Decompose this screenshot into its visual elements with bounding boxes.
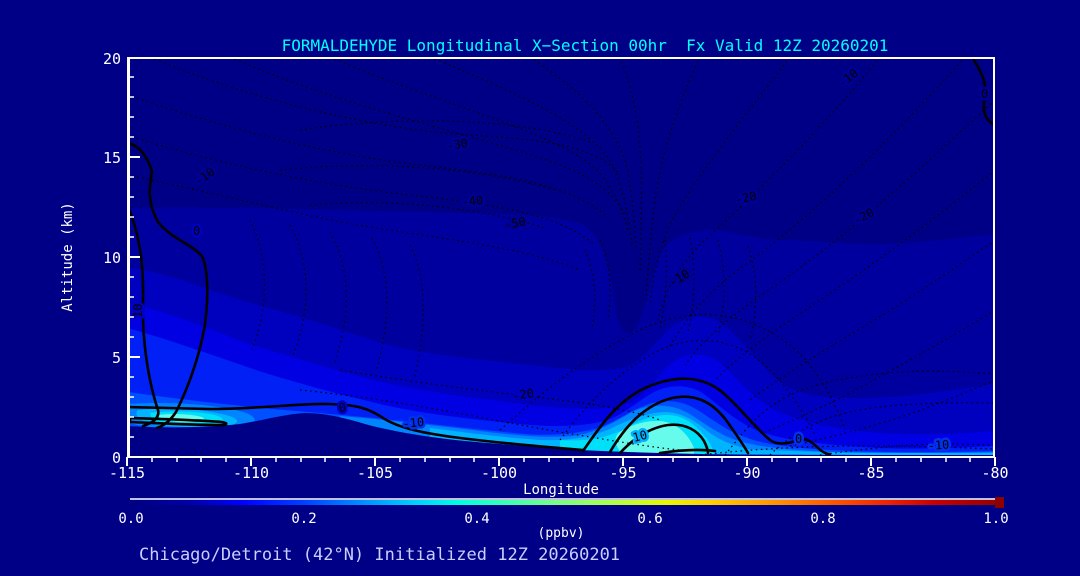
contour-label: 0: [795, 432, 802, 446]
x-tick--105: -105: [356, 464, 394, 482]
contour-label: -10: [927, 438, 950, 453]
colorbar-tick-0.8: 0.8: [810, 511, 836, 527]
colorbar: [130, 497, 1004, 508]
y-tick-5: 5: [111, 349, 121, 367]
x-tick--85: -85: [857, 464, 885, 482]
colorbar-tick-0.0: 0.0: [118, 511, 144, 527]
contour-label: 10: [131, 304, 145, 318]
x-tick--100: -100: [480, 464, 518, 482]
contour-label: -40: [461, 193, 484, 209]
colorbar-tick-0.2: 0.2: [291, 511, 317, 527]
colorbar-gradient: [130, 500, 995, 505]
terrain-mask: [128, 413, 994, 457]
x-tick--115: -115: [108, 464, 146, 482]
y-axis-title-text: Altitude (km): [60, 202, 76, 312]
solid-contour-lines: [128, 57, 994, 456]
colorbar-tick-1.0: 1.0: [983, 511, 1009, 527]
y-tick-15: 15: [102, 149, 121, 167]
x-tick--95: -95: [609, 464, 637, 482]
x-tick--110: -110: [232, 464, 270, 482]
y-axis-ticks: [128, 57, 140, 458]
contour-label: 0: [338, 400, 346, 415]
y-tick-0: 0: [111, 449, 121, 467]
contour-label: 0: [981, 87, 988, 101]
colorbar-tick-0.6: 0.6: [637, 511, 663, 527]
contour-label: -20: [511, 386, 534, 403]
x-tick--90: -90: [733, 464, 761, 482]
contour-label: -10: [402, 415, 425, 431]
x-tick--80: -80: [981, 464, 1009, 482]
colorbar-end-cap: [995, 497, 1004, 508]
y-tick-10: 10: [102, 249, 121, 267]
plot-title: FORMALDEHYDE Longitudinal X−Section 00hr…: [281, 36, 889, 55]
contour-label: -30: [445, 136, 468, 153]
dotted-contour-lines: [128, 57, 994, 456]
contour-fill-layers: [128, 57, 994, 457]
contour-label: -50: [503, 214, 527, 232]
contour-label: 0: [193, 224, 200, 238]
initialization-subtitle: Chicago/Detroit (42°N) Initialized 12Z 2…: [139, 545, 621, 565]
x-axis-title: Longitude: [523, 482, 599, 498]
contour-label: 10: [631, 428, 649, 445]
x-axis-ticks: [126, 457, 996, 466]
colorbar-units-label: (ppbv): [537, 526, 585, 541]
y-tick-20: 20: [102, 50, 121, 68]
colorbar-tick-0.4: 0.4: [464, 511, 490, 527]
